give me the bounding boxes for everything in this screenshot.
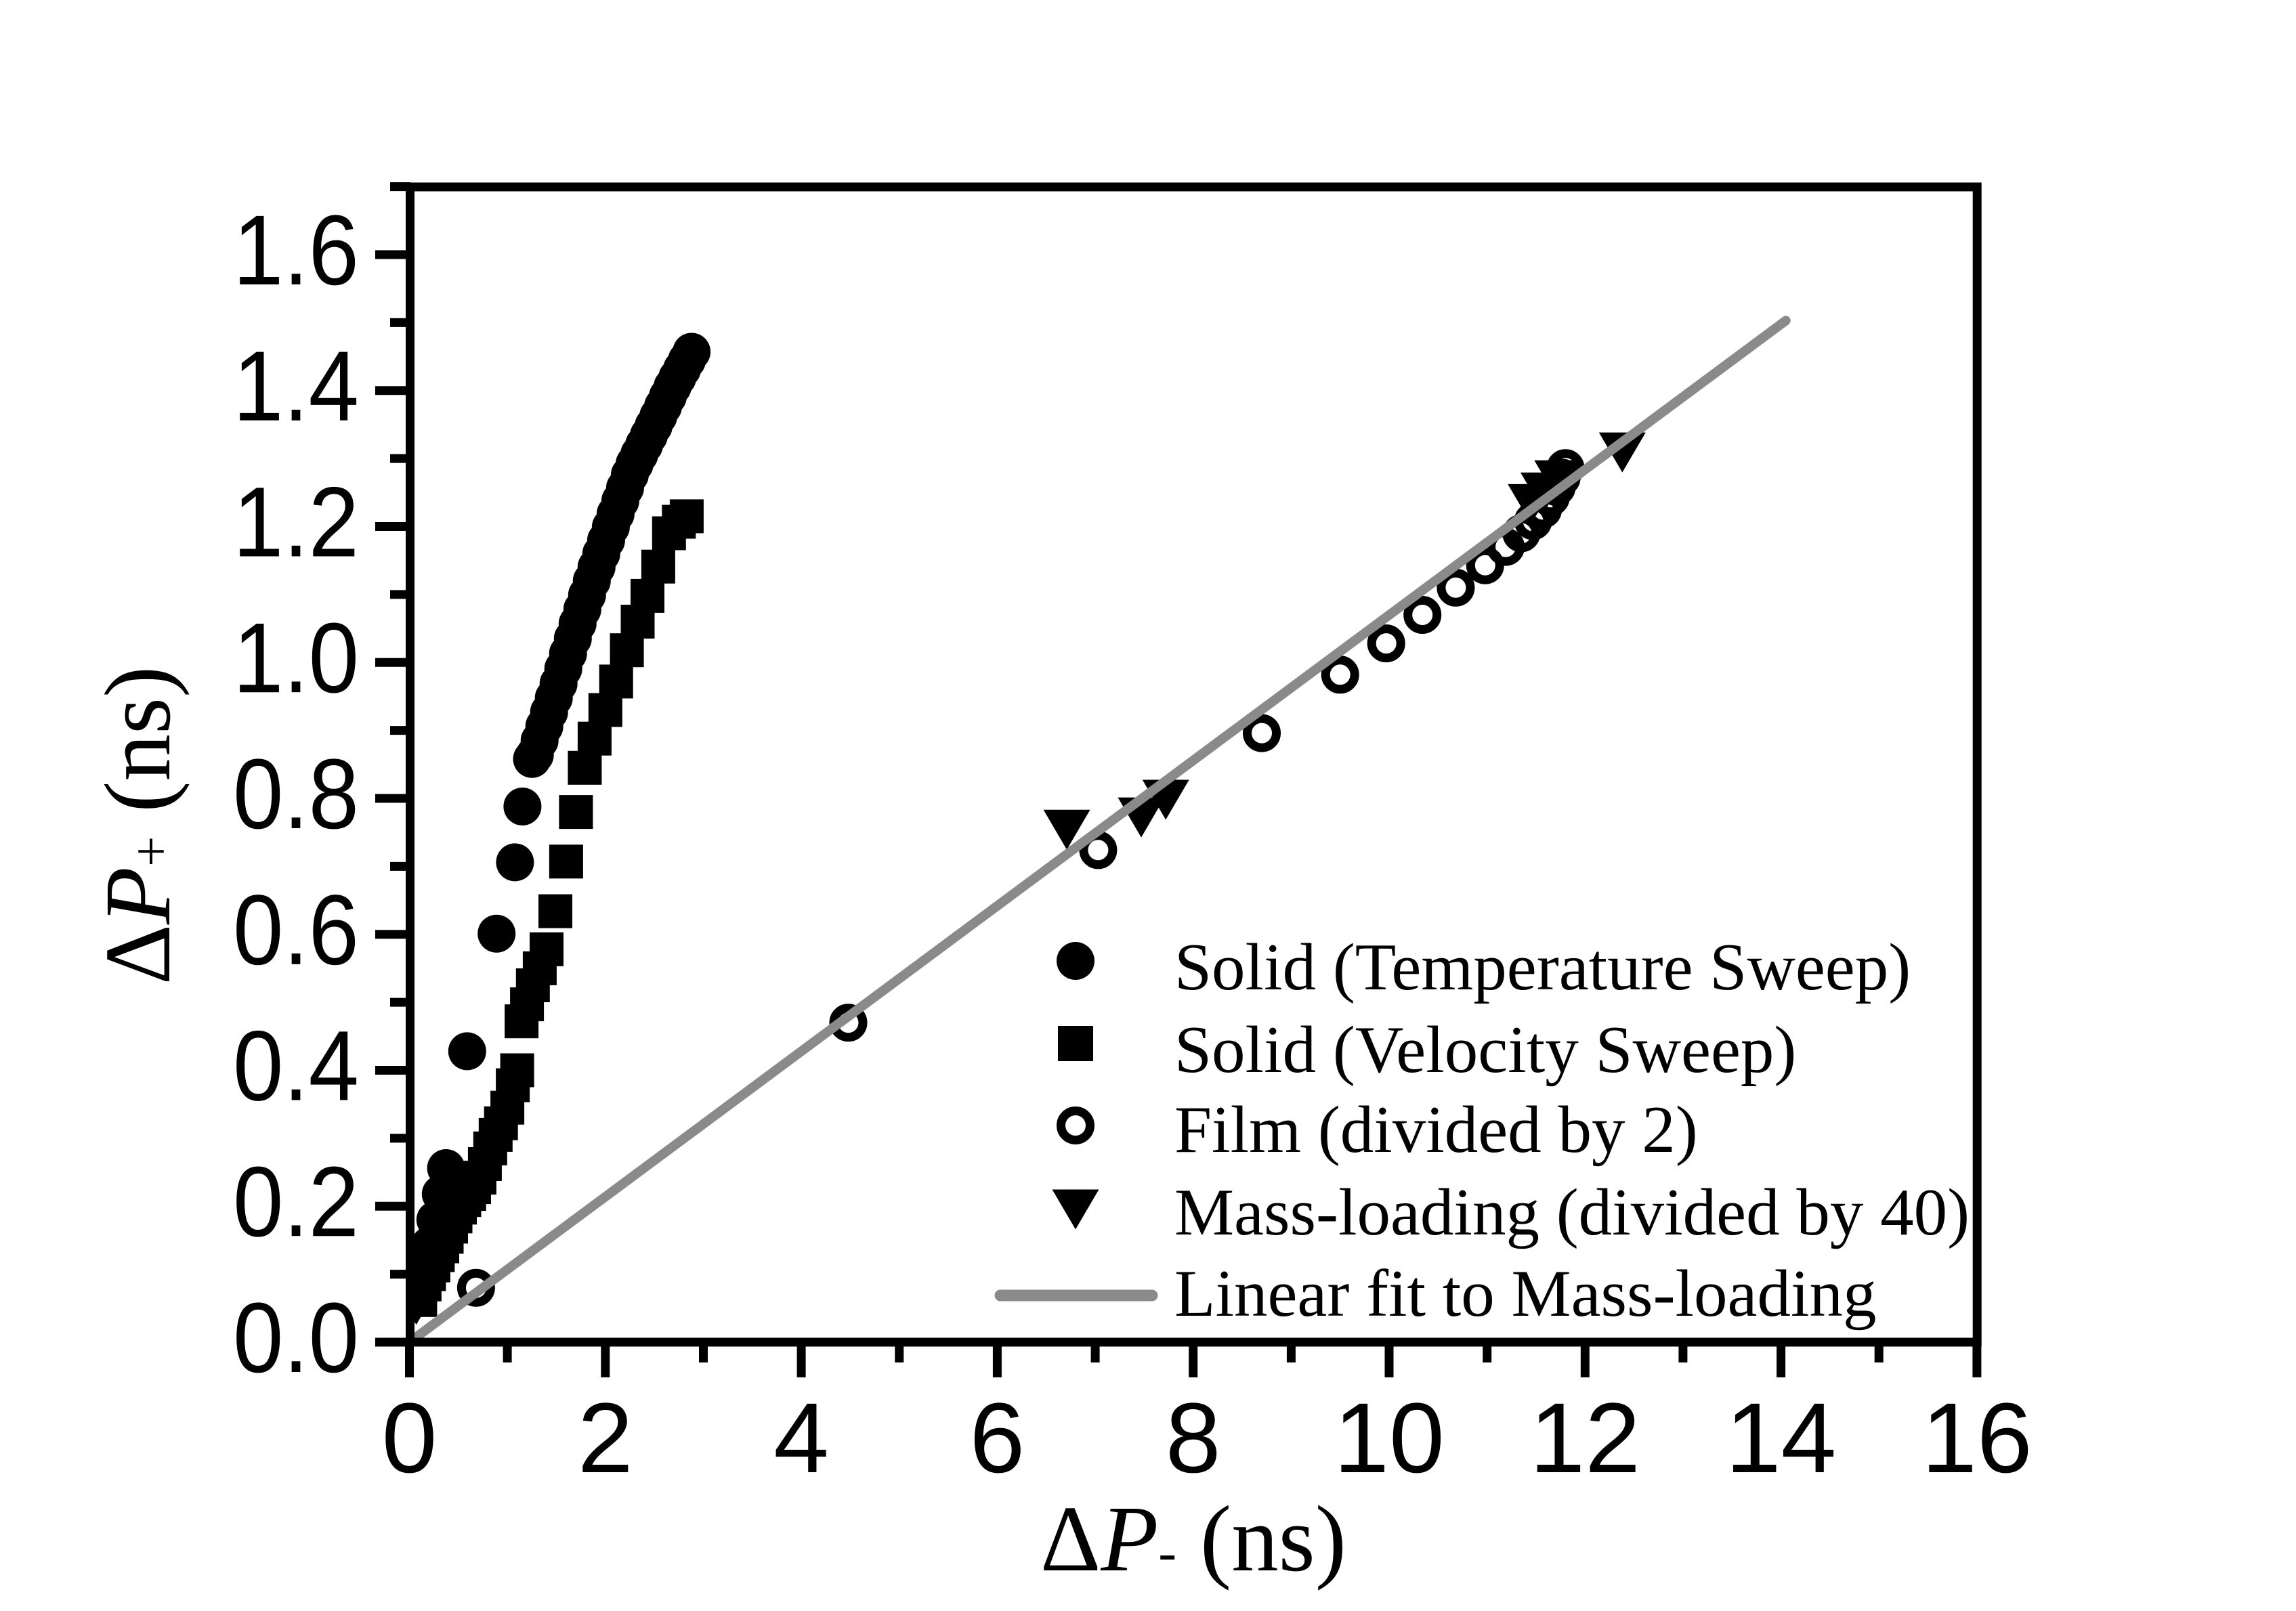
svg-text:Mass-loading (divided by 40): Mass-loading (divided by 40) [1174,1176,1970,1249]
svg-text:Film (divided by 2): Film (divided by 2) [1174,1093,1698,1167]
svg-text:12: 12 [1530,1383,1641,1494]
svg-text:0: 0 [382,1383,438,1494]
svg-text:10: 10 [1334,1383,1445,1494]
svg-text:ΔP+ (ns): ΔP+ (ns) [86,666,190,985]
svg-text:14: 14 [1726,1383,1837,1494]
svg-text:Linear fit to Mass-loading: Linear fit to Mass-loading [1174,1257,1877,1331]
svg-text:2: 2 [578,1383,633,1494]
svg-text:8: 8 [1166,1383,1221,1494]
svg-text:Solid (Velocity Sweep): Solid (Velocity Sweep) [1174,1013,1796,1087]
svg-text:6: 6 [970,1383,1025,1494]
svg-text:Solid (Temperature Sweep): Solid (Temperature Sweep) [1174,930,1911,1004]
svg-text:4: 4 [773,1383,829,1494]
svg-text:0.8: 0.8 [233,739,359,850]
svg-text:0.2: 0.2 [233,1146,359,1258]
svg-text:1.2: 1.2 [233,467,359,578]
svg-text:1.0: 1.0 [233,603,359,714]
svg-text:0.6: 0.6 [233,875,359,986]
svg-text:1.4: 1.4 [233,331,359,442]
svg-text:ΔP- (ns): ΔP- (ns) [1040,1487,1346,1591]
svg-text:0.0: 0.0 [233,1283,359,1394]
svg-text:0.4: 0.4 [233,1011,359,1122]
svg-text:1.6: 1.6 [233,195,359,306]
svg-text:16: 16 [1921,1383,2033,1494]
